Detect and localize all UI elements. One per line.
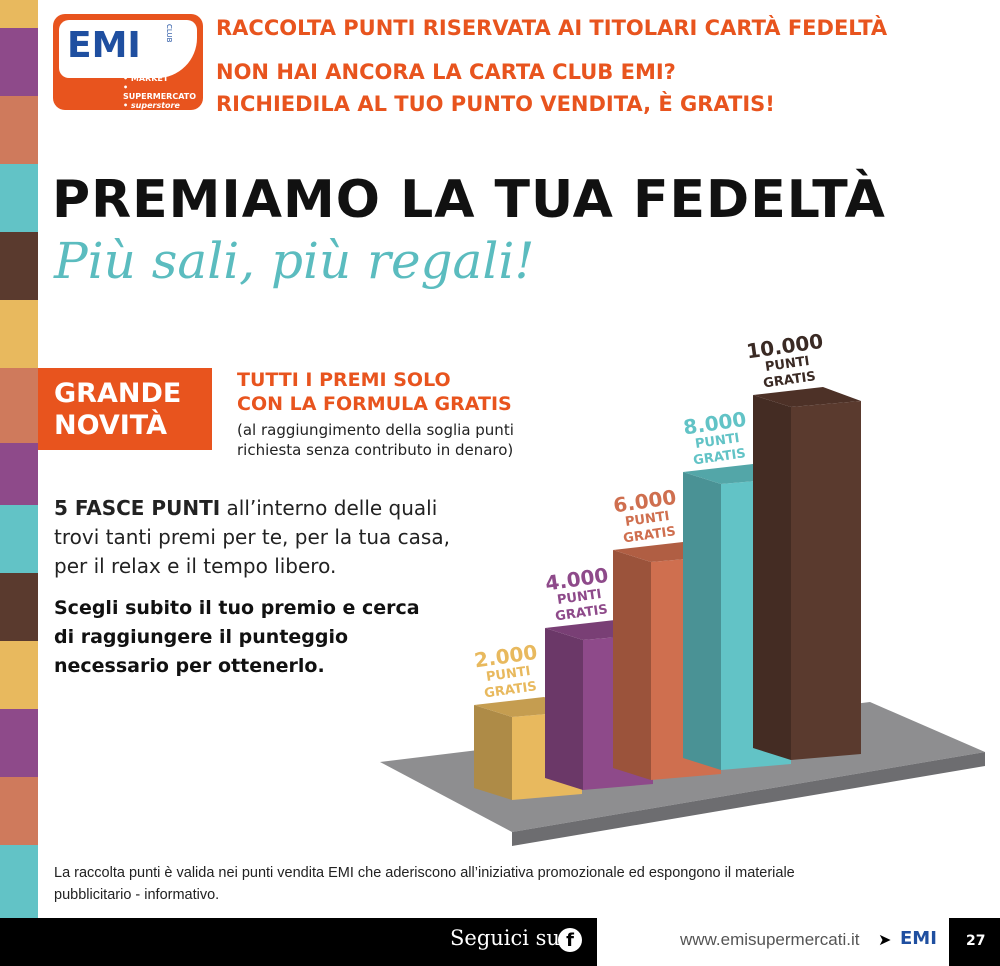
promo-line: TUTTI I PREMI SOLO [237, 369, 451, 391]
logo-format: • superstore [123, 101, 180, 110]
logo-brand: EMI [67, 25, 141, 66]
footer-logo: EMI [900, 928, 937, 949]
novelty-badge: GRANDE NOVITÀ [38, 368, 212, 450]
color-stripe [0, 0, 38, 923]
facebook-icon[interactable]: f [558, 928, 582, 952]
logo-format: • SUPERMERCATO [123, 83, 197, 101]
bar-side [613, 550, 651, 780]
call-to-action: Scegli subito il tuo premio e cerca di r… [54, 594, 420, 681]
bar-side [753, 395, 791, 760]
bar-side [545, 628, 583, 790]
header-line: NON HAI ANCORA LA CARTA CLUB EMI? [216, 60, 676, 84]
footer: Seguici su f www.emisupermercati.it ➤ EM… [0, 918, 1000, 966]
platform-edge [512, 752, 985, 846]
logo-club: CLUB [165, 24, 173, 43]
tier-label: 10.000 PUNTI GRATIS [744, 329, 831, 395]
description: 5 FASCE PUNTI all’interno delle quali tr… [54, 494, 450, 581]
header-line: RICHIEDILA AL TUO PUNTO VENDITA, È GRATI… [216, 92, 775, 116]
page-number: 27 [966, 933, 986, 949]
bar-front [791, 401, 861, 760]
disclaimer: La raccolta punti è valida nei punti ven… [54, 862, 795, 906]
tagline: Più sali, più regali! [54, 232, 535, 290]
website-link[interactable]: www.emisupermercati.it [680, 930, 860, 949]
desc-text: trovi tanti premi per te, per la tua cas… [54, 525, 450, 549]
cta-line: necessario per ottenerlo. [54, 655, 325, 677]
tier-label: 4.000 PUNTI GRATIS [536, 563, 623, 628]
page-title: PREMIAMO LA TUA FEDELTÀ [52, 170, 886, 230]
follow-label: Seguici su [450, 926, 560, 950]
steps-graphic [380, 387, 985, 846]
badge-line: NOVITÀ [54, 410, 167, 441]
logo-format: • MARKET [123, 74, 169, 83]
bar-side [474, 705, 512, 800]
disclaimer-line: pubblicitario - informativo. [54, 887, 220, 903]
disclaimer-line: La raccolta punti è valida nei punti ven… [54, 865, 795, 881]
cta-line: di raggiungere il punteggio [54, 626, 349, 648]
badge-line: GRANDE [54, 378, 182, 409]
cursor-icon: ➤ [878, 930, 892, 949]
desc-text: per il relax e il tempo libero. [54, 554, 337, 578]
bar-side [683, 472, 721, 770]
bar-top [753, 387, 861, 407]
promo-note: richiesta senza contributo in denaro) [237, 441, 514, 459]
promo-line: CON LA FORMULA GRATIS [237, 393, 512, 415]
cta-line: Scegli subito il tuo premio e cerca [54, 597, 420, 619]
desc-bold: 5 FASCE PUNTI [54, 496, 221, 520]
tier-label: 2.000 PUNTI GRATIS [465, 640, 552, 705]
desc-text: all’interno delle quali [220, 496, 438, 520]
promo-note: (al raggiungimento della soglia punti [237, 421, 514, 439]
tier-label: 6.000 PUNTI GRATIS [604, 485, 691, 550]
header-line: RACCOLTA PUNTI RISERVATA AI TITOLARI CAR… [216, 16, 888, 40]
emi-club-logo: EMI CLUB • MARKET • SUPERMERCATO • super… [53, 14, 203, 110]
tier-label: 8.000 PUNTI GRATIS [674, 407, 761, 472]
